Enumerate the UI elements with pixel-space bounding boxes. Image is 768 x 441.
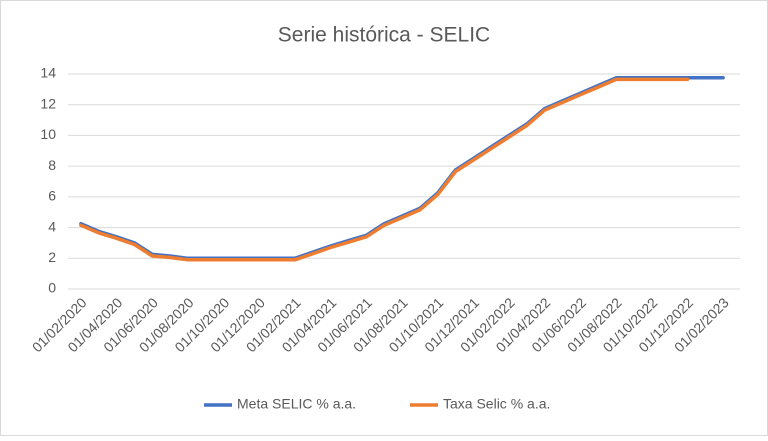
y-tick-label: 12 bbox=[40, 95, 56, 111]
y-tick-label: 8 bbox=[48, 157, 56, 173]
y-tick-label: 14 bbox=[40, 65, 56, 81]
y-tick-label: 2 bbox=[48, 249, 56, 265]
y-tick-label: 4 bbox=[48, 218, 56, 234]
series-line bbox=[79, 77, 690, 262]
legend-label: Taxa Selic % a.a. bbox=[443, 396, 550, 412]
y-tick-label: 0 bbox=[48, 280, 56, 296]
y-tick-label: 10 bbox=[40, 126, 56, 142]
chart-title: Serie histórica - SELIC bbox=[278, 24, 490, 47]
legend-label: Meta SELIC % a.a. bbox=[237, 396, 356, 412]
y-tick-label: 6 bbox=[48, 188, 56, 204]
